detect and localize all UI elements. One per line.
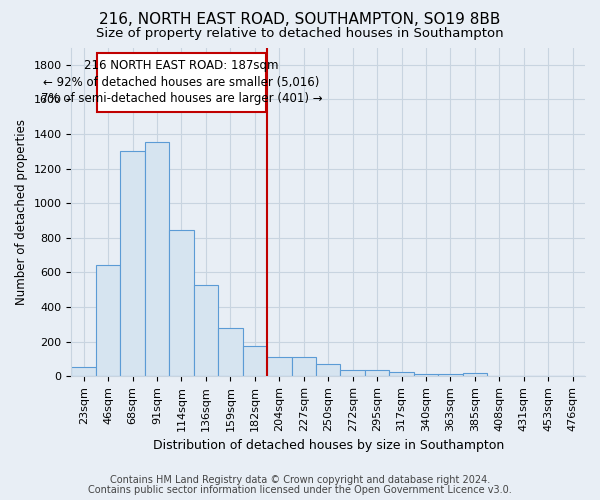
Bar [194,286,218,376]
Bar [463,373,487,376]
Text: ← 92% of detached houses are smaller (5,016): ← 92% of detached houses are smaller (5,… [43,76,320,88]
FancyBboxPatch shape [97,52,266,112]
Bar [96,264,121,376]
Bar [389,372,414,376]
Text: Contains HM Land Registry data © Crown copyright and database right 2024.: Contains HM Land Registry data © Crown c… [110,475,490,485]
Bar [121,152,145,376]
Bar [340,370,365,376]
Bar [169,230,194,376]
Bar [292,358,316,376]
Bar [365,370,389,376]
Bar [316,364,340,376]
Bar [218,328,242,376]
Bar [267,358,292,376]
Text: 216 NORTH EAST ROAD: 187sqm: 216 NORTH EAST ROAD: 187sqm [84,59,279,72]
Bar [71,367,96,376]
Bar [145,142,169,376]
Text: 216, NORTH EAST ROAD, SOUTHAMPTON, SO19 8BB: 216, NORTH EAST ROAD, SOUTHAMPTON, SO19 … [100,12,500,28]
Text: Contains public sector information licensed under the Open Government Licence v3: Contains public sector information licen… [88,485,512,495]
Bar [438,374,463,376]
Bar [242,346,267,376]
Text: 7% of semi-detached houses are larger (401) →: 7% of semi-detached houses are larger (4… [41,92,322,105]
Bar [414,374,438,376]
Y-axis label: Number of detached properties: Number of detached properties [15,119,28,305]
X-axis label: Distribution of detached houses by size in Southampton: Distribution of detached houses by size … [152,440,504,452]
Text: Size of property relative to detached houses in Southampton: Size of property relative to detached ho… [96,28,504,40]
